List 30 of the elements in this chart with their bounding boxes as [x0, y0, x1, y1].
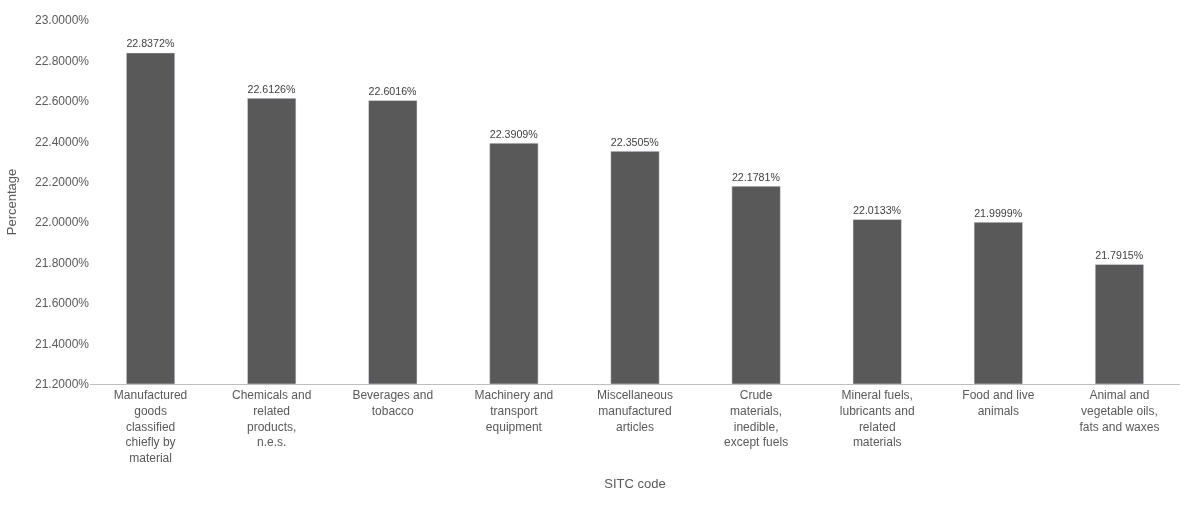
y-tick-label: 22.8000% [34, 53, 90, 68]
y-axis-title: Percentage [3, 168, 19, 236]
data-label: 22.6016% [368, 85, 418, 98]
x-tick-label: Crude materials, inedible, except fuels [724, 388, 789, 450]
y-tick-label: 21.4000% [34, 336, 90, 351]
x-axis-title: SITC code [604, 476, 666, 492]
y-tick-label: 22.6000% [34, 94, 90, 109]
y-tick-label: 22.0000% [34, 215, 90, 230]
data-label: 22.6126% [247, 82, 297, 95]
x-tick-label: Mineral fuels, lubricants and related materials [839, 388, 915, 450]
x-tick-label: Machinery and transport equipment [474, 388, 554, 434]
y-tick-label: 21.6000% [34, 296, 90, 311]
y-tick-label: 21.2000% [34, 377, 90, 392]
x-tick-label: Manufactured goods classified chiefly by material [113, 388, 188, 465]
x-tick-label: Miscellaneous manufactured articles [596, 388, 674, 434]
data-label: 21.7915% [1095, 248, 1144, 261]
y-tick-label: 22.2000% [34, 174, 90, 189]
data-label: 22.3505% [610, 135, 660, 148]
y-tick-label: 23.0000% [34, 13, 90, 28]
x-tick-label: Beverages and tobacco [352, 388, 434, 418]
data-label: 22.8372% [126, 37, 175, 50]
x-tick-label: Chemicals and related products, n.e.s. [231, 388, 312, 450]
y-tick-label: 21.8000% [34, 255, 90, 270]
x-tick-label: Food and live animals [962, 388, 1035, 418]
data-label: 22.3909% [489, 127, 539, 140]
data-label: 22.0133% [853, 204, 902, 217]
y-tick-label: 22.4000% [34, 134, 90, 149]
data-label: 21.9999% [974, 206, 1023, 219]
data-label: 22.1781% [731, 170, 781, 183]
x-tick-label: Animal and vegetable oils, fats and waxes [1079, 388, 1160, 434]
